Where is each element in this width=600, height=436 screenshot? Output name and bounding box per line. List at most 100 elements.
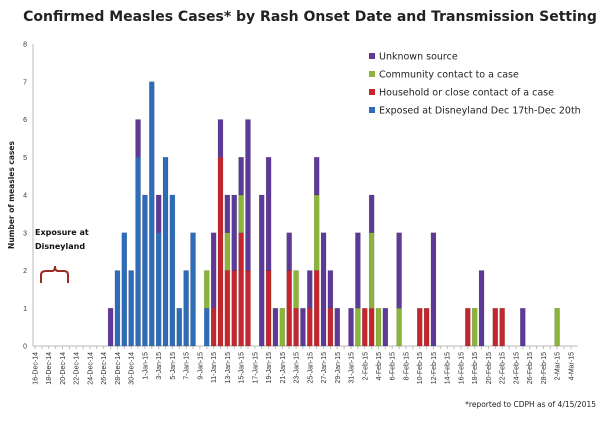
bar-segment-community (238, 194, 244, 233)
legend-swatch (369, 89, 375, 95)
bar-segment-unknown (396, 232, 402, 309)
bar-segment-unknown (300, 308, 306, 347)
bar-segment-exposed (169, 194, 176, 347)
bar-segment-exposed (149, 81, 155, 347)
bar-segment-exposed (155, 232, 162, 347)
legend-swatch (369, 53, 375, 59)
bar-segment-exposed (204, 308, 210, 347)
bar-segment-unknown (272, 308, 279, 347)
x-tick-label: 2-Feb-15 (362, 352, 369, 381)
x-tick-label: 14-Feb-15 (445, 352, 452, 384)
bars (107, 81, 560, 347)
bar-segment-household (499, 308, 505, 347)
x-tick-label: 24-Dec-14 (87, 352, 94, 385)
x-tick-label: 26-Feb-15 (527, 352, 534, 384)
bar-segment-household (224, 270, 231, 347)
bar-segment-unknown (334, 308, 340, 347)
bar-segment-community (396, 308, 402, 347)
x-tick-label: 20-Feb-15 (486, 352, 493, 384)
bar-segment-unknown (259, 194, 265, 347)
annotation-line1: Exposure at (35, 228, 89, 237)
x-tick-label: 16-Feb-15 (458, 352, 465, 384)
x-tick-label: 19-Jan-15 (266, 352, 273, 384)
x-tick-label: 7-Jan-15 (184, 352, 191, 380)
x-tick-label: 10-Feb-15 (417, 352, 424, 384)
bar-segment-unknown (313, 157, 320, 196)
bar-segment-community (375, 308, 382, 347)
bar-segment-unknown (382, 308, 389, 347)
footnote: *reported to CDPH as of 4/15/2015 (465, 400, 596, 409)
bar-segment-unknown (224, 194, 231, 233)
exposure-annotation: Exposure at Disneyland (35, 228, 89, 283)
x-tick-label: 22-Dec-14 (74, 352, 81, 385)
bar-segment-household (293, 308, 299, 347)
bar-segment-unknown (238, 157, 244, 196)
bar-segment-unknown (217, 119, 224, 158)
bar-segment-exposed (135, 157, 141, 347)
bar-segment-community (224, 232, 231, 271)
legend-swatch (369, 71, 375, 77)
bar-segment-exposed (128, 270, 134, 347)
bar-segment-exposed (190, 232, 196, 347)
x-ticks: 16-Dec-14 18-Dec-14 20-Dec-14 22-Dec-14 24-D… (33, 346, 575, 385)
bar-segment-exposed (114, 270, 121, 347)
bar-segment-household (231, 270, 237, 347)
x-tick-label: 18-Feb-15 (472, 352, 479, 384)
bar-segment-exposed (162, 157, 169, 347)
x-tick-label: 31-Jan-15 (349, 352, 356, 384)
bar-segment-community (355, 308, 361, 347)
bar-segment-unknown (210, 232, 217, 309)
x-tick-label: 29-Jan-15 (335, 352, 342, 384)
x-tick-label: 9-Jan-15 (197, 352, 204, 380)
y-tick-label: 2 (23, 268, 27, 275)
x-tick-label: 26-Dec-14 (101, 352, 108, 385)
x-tick-label: 27-Jan-15 (321, 352, 328, 384)
bar-segment-unknown (520, 308, 526, 347)
x-tick-label: 25-Jan-15 (307, 352, 314, 384)
bar-segment-household (362, 308, 368, 347)
x-tick-label: 1-Jan-15 (142, 352, 149, 380)
legend-label: Unknown source (379, 52, 458, 63)
bar-segment-household (265, 270, 272, 347)
bar-segment-community (293, 270, 299, 309)
bar-segment-household (238, 232, 244, 347)
legend-label: Community contact to a case (379, 70, 519, 81)
x-tick-label: 21-Jan-15 (280, 352, 287, 384)
bar-segment-household (492, 308, 498, 347)
x-tick-label: 12-Feb-15 (431, 352, 438, 384)
x-tick-label: 22-Feb-15 (500, 352, 507, 384)
x-tick-label: 13-Jan-15 (225, 352, 232, 384)
bar-segment-household (368, 308, 375, 347)
y-tick-label: 7 (23, 79, 27, 86)
legend-label: Exposed at Disneyland Dec 17th-Dec 20th (379, 106, 581, 117)
bar-segment-unknown (355, 232, 361, 309)
x-tick-label: 15-Jan-15 (239, 352, 246, 384)
bar-segment-household (210, 308, 217, 347)
x-tick-label: 23-Jan-15 (294, 352, 301, 384)
bar-segment-household (417, 308, 423, 347)
bar-segment-unknown (107, 308, 114, 347)
x-tick-label: 3-Jan-15 (156, 352, 163, 380)
bar-segment-household (307, 308, 313, 347)
bar-segment-exposed (176, 308, 182, 347)
bar-segment-household (423, 308, 430, 347)
bar-segment-community (204, 270, 210, 309)
bar-segment-community (368, 232, 375, 309)
bar-segment-community (279, 308, 286, 347)
y-tick-label: 1 (23, 306, 27, 313)
chart-title: Confirmed Measles Cases* by Rash Onset D… (23, 9, 597, 25)
bar-segment-unknown (286, 232, 292, 271)
bar-segment-exposed (121, 232, 128, 347)
x-tick-label: 5-Jan-15 (170, 352, 177, 380)
bar-segment-unknown (327, 270, 334, 309)
x-tick-label: 11-Jan-15 (211, 352, 218, 383)
bar-segment-household (465, 308, 471, 347)
bar-segment-unknown (231, 194, 237, 271)
bar-segment-exposed (142, 194, 148, 347)
y-tick-label: 0 (23, 344, 27, 351)
x-tick-label: 4-Mar-15 (568, 352, 575, 381)
bar-segment-unknown (155, 194, 162, 233)
x-tick-label: 16-Dec-14 (33, 352, 40, 385)
y-ticks: 0 1 2 3 4 5 6 7 8 (23, 42, 27, 351)
